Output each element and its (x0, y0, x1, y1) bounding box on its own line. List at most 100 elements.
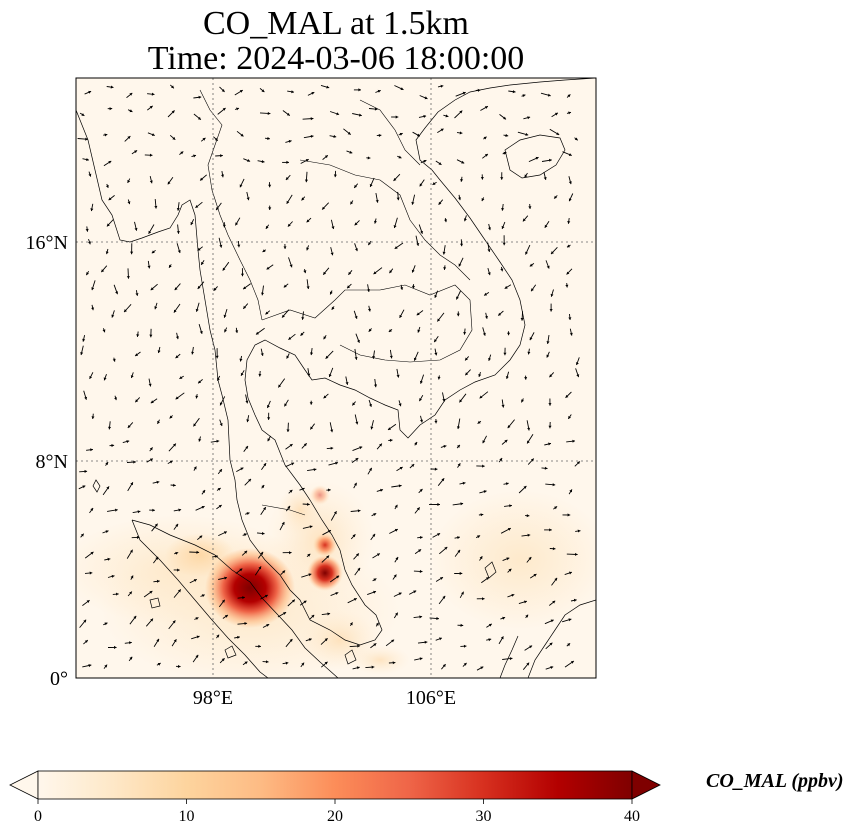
wind-arrow (457, 623, 464, 627)
wind-arrow (409, 463, 415, 469)
wind-arrow (372, 350, 376, 359)
wind-arrow (322, 529, 332, 536)
wind-arrow (370, 420, 374, 430)
wind-arrow (330, 510, 337, 521)
lat-tick-label: 8°N (36, 451, 68, 473)
wind-arrow (148, 224, 155, 235)
wind-arrow (435, 576, 444, 582)
wind-arrow (482, 327, 486, 336)
wind-arrow (549, 600, 556, 606)
wind-arrow (102, 328, 106, 333)
wind-arrow (417, 536, 423, 539)
wind-arrow (477, 420, 482, 424)
wind-arrow (455, 290, 461, 300)
wind-arrow (434, 348, 438, 356)
wind-arrow (456, 444, 461, 449)
wind-arrow (191, 346, 195, 355)
wind-arrow (261, 285, 264, 296)
wind-arrow (459, 481, 466, 485)
wind-arrow (237, 241, 241, 248)
wind-arrow (413, 615, 423, 619)
wind-arrow (216, 375, 221, 381)
wind-arrow (321, 661, 328, 668)
wind-arrow (302, 525, 313, 529)
wind-arrow (301, 442, 308, 449)
wind-arrow (501, 203, 505, 211)
wind-arrow (437, 375, 441, 380)
wind-arrow (503, 133, 509, 137)
wind-arrow (500, 172, 504, 180)
wind-arrow (323, 334, 327, 340)
wind-arrow (548, 398, 552, 406)
wind-arrow (222, 222, 226, 228)
wind-arrow (213, 136, 219, 142)
wind-vectors (77, 84, 581, 671)
wind-arrow (153, 556, 159, 564)
wind-arrow (243, 158, 251, 162)
wind-arrow (388, 329, 393, 333)
wind-arrow (189, 578, 198, 584)
wind-arrow (456, 159, 465, 164)
wind-arrow (146, 458, 154, 463)
wind-arrow (480, 174, 484, 180)
wind-arrow (262, 660, 269, 664)
wind-arrow (355, 333, 360, 343)
wind-arrow (544, 528, 552, 532)
wind-arrow (418, 114, 427, 118)
wind-arrow (566, 642, 571, 647)
wind-arrow (105, 183, 109, 189)
wind-arrow (325, 350, 334, 360)
wind-arrow (300, 662, 305, 668)
wind-arrow (389, 268, 394, 274)
wind-arrow (78, 485, 86, 490)
wind-arrow (482, 435, 487, 444)
wind-arrow (193, 113, 202, 121)
wind-arrow (246, 415, 250, 423)
wind-arrow (108, 195, 115, 201)
wind-arrow (330, 247, 334, 256)
wind-arrow (387, 423, 397, 431)
wind-arrow (132, 510, 141, 514)
wind-arrow (434, 418, 438, 424)
wind-arrow (541, 466, 548, 470)
wind-arrow (167, 176, 174, 185)
wind-arrow (321, 612, 331, 616)
wind-arrow (371, 513, 377, 517)
wind-arrow (413, 351, 419, 361)
wind-arrow (167, 110, 175, 118)
wind-arrow (287, 90, 295, 94)
wind-arrow (525, 614, 529, 619)
wind-arrow (352, 666, 360, 670)
wind-arrow (414, 549, 422, 555)
wind-arrow (103, 374, 107, 381)
wind-arrow (80, 533, 85, 538)
wind-arrow (175, 664, 181, 668)
wind-arrow (216, 634, 220, 639)
wind-arrow (301, 311, 305, 320)
wind-arrow (373, 267, 383, 275)
wind-arrow (169, 84, 175, 89)
wind-arrow (456, 418, 461, 430)
wind-arrow (261, 484, 265, 489)
wind-arrow (528, 203, 532, 210)
wind-arrow (419, 394, 424, 402)
wind-arrow (199, 174, 207, 181)
wind-arrow (562, 513, 571, 517)
wind-arrow (299, 487, 305, 491)
wind-arrow (254, 566, 262, 576)
wind-arrow (82, 599, 90, 606)
wind-arrow (349, 622, 353, 627)
wind-arrow (285, 638, 293, 648)
wind-arrow (176, 202, 180, 211)
wind-arrow (329, 134, 337, 138)
wind-arrow (285, 462, 295, 468)
wind-arrow (328, 461, 339, 466)
wind-arrow (301, 573, 312, 578)
wind-arrow (284, 399, 289, 407)
wind-arrow (255, 327, 265, 335)
wind-arrow (502, 557, 510, 562)
wind-arrow (152, 480, 160, 484)
wind-arrow (326, 446, 334, 450)
wind-arrow (365, 665, 375, 669)
wind-arrow (398, 132, 403, 136)
